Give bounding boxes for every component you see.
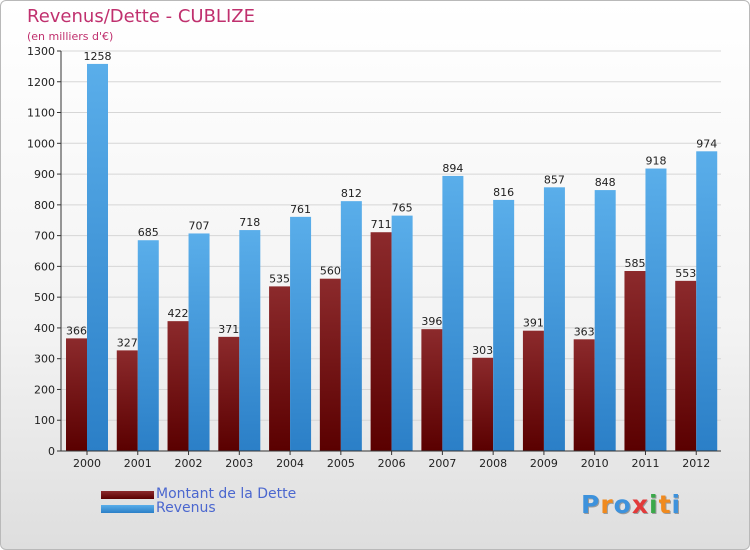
x-tick-label: 2011 xyxy=(631,457,659,470)
y-tick-label: 1200 xyxy=(27,76,55,89)
data-label: 422 xyxy=(168,307,189,320)
data-label: 553 xyxy=(675,267,696,280)
data-label: 857 xyxy=(544,173,565,186)
data-label: 560 xyxy=(320,265,341,278)
logo-letter: t xyxy=(658,490,672,519)
bar-revenus xyxy=(137,240,159,451)
data-label: 366 xyxy=(66,324,87,337)
x-tick-label: 2007 xyxy=(428,457,456,470)
y-tick-label: 1100 xyxy=(27,107,55,120)
x-tick-label: 2000 xyxy=(73,457,101,470)
bar-dette xyxy=(675,280,697,451)
y-tick-label: 700 xyxy=(34,230,55,243)
bar-dette xyxy=(624,271,646,451)
y-tick-label: 0 xyxy=(48,445,55,458)
x-tick-label: 2005 xyxy=(327,457,355,470)
data-label: 1258 xyxy=(84,50,112,63)
logo-letter: P xyxy=(581,490,601,519)
proxiti-logo: Proxiti xyxy=(581,490,681,519)
x-tick-label: 2002 xyxy=(175,457,203,470)
y-tick-label: 600 xyxy=(34,260,55,273)
bar-revenus xyxy=(87,63,108,452)
chart-title: Revenus/Dette - CUBLIZE xyxy=(27,6,255,27)
data-label: 371 xyxy=(218,323,239,336)
bar-dette xyxy=(66,338,87,451)
bar-revenus xyxy=(594,190,616,452)
x-tick-label: 2010 xyxy=(581,457,609,470)
y-tick-label: 500 xyxy=(34,291,55,304)
bar-dette xyxy=(319,278,341,451)
bar-dette xyxy=(522,330,544,451)
logo-letter: o xyxy=(613,490,632,519)
data-label: 707 xyxy=(189,219,210,232)
bar-revenus xyxy=(543,187,565,452)
x-tick-label: 2008 xyxy=(479,457,507,470)
logo-letter: i xyxy=(649,490,659,519)
bar-revenus xyxy=(442,175,464,451)
x-tick-label: 2004 xyxy=(276,457,304,470)
logo-letter: r xyxy=(600,490,614,519)
data-label: 327 xyxy=(117,336,138,349)
data-label: 391 xyxy=(523,317,544,330)
x-tick-label: 2006 xyxy=(378,457,406,470)
bar-revenus xyxy=(391,215,413,451)
data-label: 918 xyxy=(645,155,666,168)
y-tick-label: 800 xyxy=(34,199,55,212)
y-tick-label: 900 xyxy=(34,168,55,181)
data-label: 974 xyxy=(696,137,717,150)
logo-letter: i xyxy=(671,490,682,519)
bar-revenus xyxy=(290,216,312,451)
data-label: 848 xyxy=(595,176,616,189)
data-label: 761 xyxy=(290,203,311,216)
x-tick-label: 2001 xyxy=(124,457,152,470)
bar-dette xyxy=(218,336,240,451)
data-label: 685 xyxy=(138,226,159,239)
data-label: 535 xyxy=(269,272,290,285)
x-tick-label: 2003 xyxy=(225,457,253,470)
data-label: 711 xyxy=(371,218,392,231)
bar-revenus xyxy=(188,233,210,451)
data-label: 718 xyxy=(239,216,260,229)
bar-revenus xyxy=(239,230,261,451)
logo-letter: x xyxy=(631,490,649,519)
legend-swatch-dette xyxy=(101,491,154,499)
y-tick-label: 400 xyxy=(34,322,55,335)
bar-dette xyxy=(472,357,494,451)
y-tick-label: 200 xyxy=(34,383,55,396)
y-tick-label: 1000 xyxy=(27,137,55,150)
legend-label-revenus: Revenus xyxy=(156,500,216,516)
bar-dette xyxy=(370,232,392,451)
bar-revenus xyxy=(340,201,362,451)
data-label: 812 xyxy=(341,187,362,200)
data-label: 363 xyxy=(574,325,595,338)
bar-dette xyxy=(573,339,595,451)
data-label: 396 xyxy=(421,315,442,328)
y-tick-label: 1300 xyxy=(27,45,55,58)
data-label: 765 xyxy=(392,202,413,215)
data-label: 894 xyxy=(442,162,463,175)
legend-label-dette: Montant de la Dette xyxy=(156,486,297,502)
bar-revenus xyxy=(493,199,515,451)
bar-dette xyxy=(167,321,189,451)
bar-dette xyxy=(421,329,443,451)
x-tick-label: 2012 xyxy=(682,457,710,470)
bar-revenus xyxy=(645,168,667,452)
data-label: 585 xyxy=(624,257,645,270)
y-tick-label: 300 xyxy=(34,353,55,366)
bar-dette xyxy=(269,286,291,451)
bar-dette xyxy=(116,350,138,451)
y-tick-label: 100 xyxy=(34,414,55,427)
legend-swatch-revenus xyxy=(101,505,154,513)
data-label: 816 xyxy=(493,186,514,199)
x-tick-label: 2009 xyxy=(530,457,558,470)
bar-revenus xyxy=(696,151,718,452)
chart-subtitle: (en milliers d'€) xyxy=(27,30,114,43)
data-label: 303 xyxy=(472,344,493,357)
